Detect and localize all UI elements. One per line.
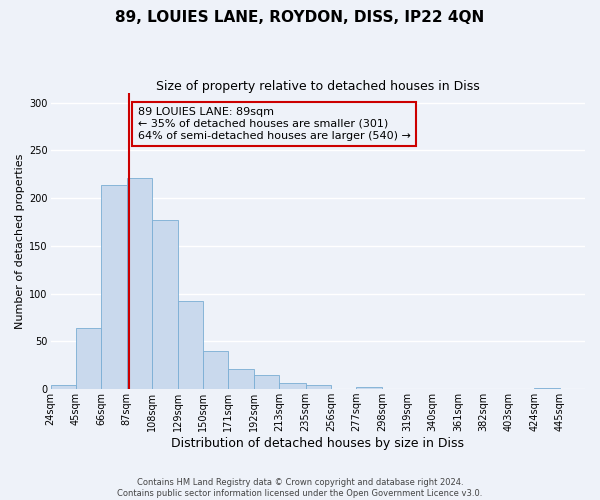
- Bar: [254, 375, 279, 389]
- Bar: [305, 386, 331, 389]
- Bar: [152, 220, 178, 389]
- Bar: [534, 388, 560, 389]
- Text: 89 LOUIES LANE: 89sqm
← 35% of detached houses are smaller (301)
64% of semi-det: 89 LOUIES LANE: 89sqm ← 35% of detached …: [137, 108, 410, 140]
- Text: 89, LOUIES LANE, ROYDON, DISS, IP22 4QN: 89, LOUIES LANE, ROYDON, DISS, IP22 4QN: [115, 10, 485, 25]
- Bar: [127, 178, 152, 389]
- Bar: [178, 302, 203, 389]
- Bar: [279, 384, 305, 389]
- Text: Contains HM Land Registry data © Crown copyright and database right 2024.
Contai: Contains HM Land Registry data © Crown c…: [118, 478, 482, 498]
- X-axis label: Distribution of detached houses by size in Diss: Distribution of detached houses by size …: [171, 437, 464, 450]
- Bar: [229, 369, 254, 389]
- Y-axis label: Number of detached properties: Number of detached properties: [15, 154, 25, 329]
- Bar: [50, 386, 76, 389]
- Bar: [101, 184, 127, 389]
- Bar: [356, 388, 382, 389]
- Bar: [203, 351, 229, 389]
- Bar: [76, 328, 101, 389]
- Title: Size of property relative to detached houses in Diss: Size of property relative to detached ho…: [156, 80, 479, 93]
